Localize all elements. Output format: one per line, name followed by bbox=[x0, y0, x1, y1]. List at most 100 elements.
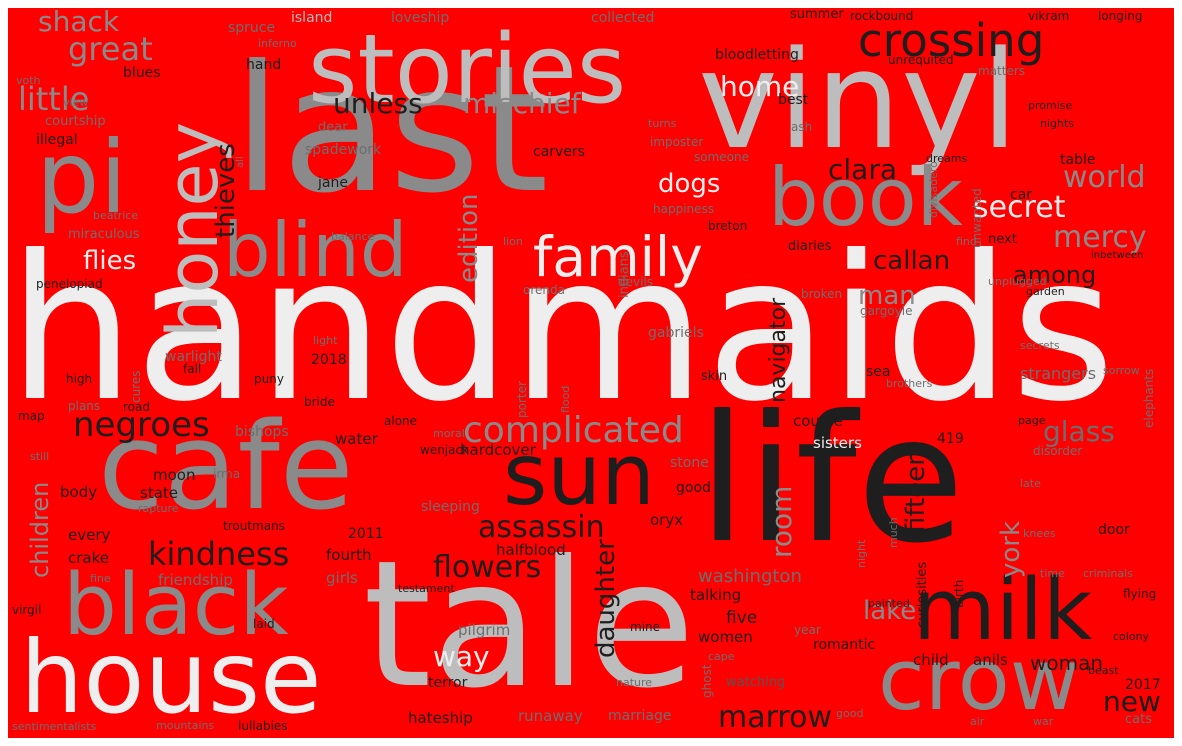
word-419: 419 bbox=[937, 431, 964, 447]
word-watching: watching bbox=[726, 675, 786, 690]
word-orenda: orenda bbox=[523, 283, 565, 297]
word-ash: ash bbox=[791, 120, 813, 134]
word-family: family bbox=[533, 225, 703, 289]
word-2011: 2011 bbox=[348, 526, 384, 542]
word-anils: anils bbox=[973, 651, 1008, 669]
word-high: high bbox=[66, 372, 93, 386]
word-callan: callan bbox=[873, 246, 951, 276]
word-marrow: marrow bbox=[718, 700, 832, 735]
word-light: light bbox=[313, 334, 338, 347]
word-cape: cape bbox=[708, 650, 735, 663]
word-sleeping: sleeping bbox=[421, 499, 480, 515]
word-turns: turns bbox=[648, 117, 677, 130]
word-mercy: mercy bbox=[1053, 220, 1147, 255]
word-spadework: spadework bbox=[305, 142, 382, 158]
word-room: room bbox=[765, 485, 798, 558]
word-pi: pi bbox=[36, 119, 128, 236]
word-great: great bbox=[68, 30, 153, 68]
word-matters: matters bbox=[978, 64, 1026, 78]
word-cures: cures bbox=[129, 370, 143, 403]
word-painted: painted bbox=[868, 597, 910, 610]
word-home: home bbox=[720, 70, 800, 103]
word-illegal: illegal bbox=[36, 132, 78, 148]
word-sisters: sisters bbox=[813, 434, 862, 452]
word-york: york bbox=[996, 520, 1026, 578]
word-table: table bbox=[1060, 152, 1096, 168]
word-find: find bbox=[956, 235, 977, 248]
word-beast: beast bbox=[1088, 664, 1119, 677]
word-friendship: friendship bbox=[158, 571, 233, 589]
word-war: war bbox=[1033, 715, 1054, 728]
word-fourth: fourth bbox=[326, 546, 372, 564]
word-troutmans: troutmans bbox=[223, 519, 285, 533]
word-loveship: loveship bbox=[391, 10, 450, 26]
word-house: house bbox=[20, 619, 322, 736]
word-view: view bbox=[63, 96, 89, 109]
word-vinyl: vinyl bbox=[698, 22, 1019, 179]
word-page: page bbox=[1018, 414, 1046, 427]
word-unrequited: unrequited bbox=[888, 53, 954, 67]
word-halfblood: halfblood bbox=[496, 541, 566, 559]
word-happiness: happiness bbox=[653, 202, 715, 216]
word-disorder: disorder bbox=[1033, 444, 1083, 458]
word-gabriels: gabriels bbox=[648, 325, 704, 341]
word-garden: garden bbox=[1026, 285, 1065, 298]
word-way: way bbox=[433, 640, 490, 673]
word-brothers: brothers bbox=[886, 377, 933, 390]
word-plans: plans bbox=[68, 399, 101, 413]
word-dear: dear bbox=[318, 120, 348, 135]
word-map: map bbox=[18, 409, 45, 423]
word-fine: fine bbox=[90, 572, 111, 585]
word-kindness: kindness bbox=[148, 535, 290, 573]
word-world: world bbox=[1063, 160, 1146, 195]
word-colony: colony bbox=[1113, 630, 1150, 643]
word-terror: terror bbox=[428, 675, 468, 691]
word-new: new bbox=[1103, 685, 1161, 718]
word-irma: irma bbox=[213, 467, 241, 481]
word-vikram: vikram bbox=[1028, 9, 1070, 23]
word-year: year bbox=[794, 623, 821, 637]
word-night: night bbox=[855, 539, 868, 568]
word-talking: talking bbox=[690, 586, 742, 604]
word-longing: longing bbox=[1098, 9, 1143, 23]
word-puny: puny bbox=[254, 372, 284, 386]
word-warlight: warlight bbox=[165, 349, 222, 365]
word-blues: blues bbox=[123, 65, 161, 81]
word-rapture: rapture bbox=[138, 502, 179, 515]
word-moral: moral bbox=[433, 427, 465, 440]
word-little: little bbox=[18, 80, 90, 118]
word-child: child bbox=[913, 651, 949, 669]
word-lullabies: lullabies bbox=[238, 719, 288, 733]
word-porter: porter bbox=[515, 381, 529, 418]
word-unplugged: unplugged bbox=[988, 275, 1047, 288]
word-flowers: flowers bbox=[433, 550, 542, 585]
word-good: good bbox=[676, 480, 711, 496]
word-crake: crake bbox=[68, 549, 109, 567]
word-hand: hand bbox=[246, 57, 282, 73]
word-2017: 2017 bbox=[1125, 677, 1161, 693]
word-summer: summer bbox=[790, 8, 844, 22]
word-hateship: hateship bbox=[408, 709, 473, 727]
word-air: air bbox=[970, 715, 985, 728]
word-road: road bbox=[123, 400, 150, 414]
word-promise: promise bbox=[1028, 99, 1073, 112]
word-book: book bbox=[768, 151, 963, 244]
word-divisadero: divisadero bbox=[927, 161, 940, 218]
word-lake: lake bbox=[863, 596, 917, 626]
word-ghost: ghost bbox=[700, 664, 714, 698]
word-man: man bbox=[858, 281, 916, 311]
word-someone: someone bbox=[694, 150, 749, 164]
word-curiosities: curiosities bbox=[915, 561, 930, 628]
word-nights: nights bbox=[1040, 117, 1075, 130]
word-life: life bbox=[698, 379, 965, 582]
word-shack: shack bbox=[38, 8, 120, 38]
word-mischief: mischief bbox=[463, 87, 581, 120]
word-skin: skin bbox=[701, 369, 728, 384]
word-flying: flying bbox=[1123, 587, 1157, 601]
word-voth: voth bbox=[16, 74, 41, 87]
word-bride: bride bbox=[304, 395, 335, 409]
word-milk: milk bbox=[913, 561, 1093, 660]
word-mountains: mountains bbox=[156, 719, 215, 732]
word-good-small: good bbox=[836, 707, 864, 720]
word-much: much bbox=[887, 517, 900, 548]
